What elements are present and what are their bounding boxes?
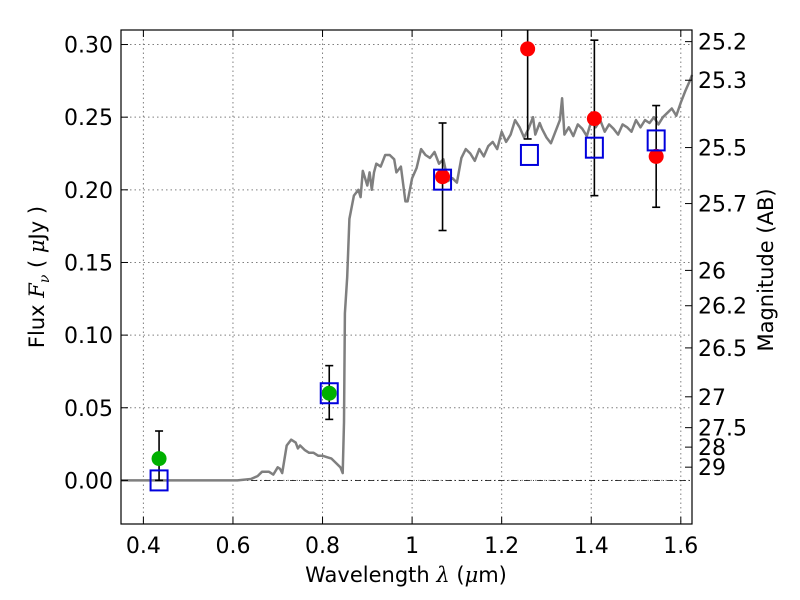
x-tick-label: 0.8 — [305, 534, 340, 559]
y-tick-label: 0.00 — [64, 469, 113, 494]
y2-tick-label: 25.3 — [698, 69, 747, 94]
red-data-point — [648, 148, 664, 164]
green-data-point — [321, 385, 337, 401]
y2-tick-label: 26.5 — [698, 337, 747, 362]
y2-tick-label: 25.5 — [698, 137, 747, 162]
model-square-point — [433, 168, 453, 191]
y-tick-label: 0.25 — [64, 106, 113, 131]
y-tick-label: 0.10 — [64, 324, 113, 349]
y2-axis-title: Magnitude (AB) — [754, 188, 778, 351]
x-tick-label: 1.6 — [663, 534, 698, 559]
model-square-point — [646, 129, 666, 152]
plot-frame — [120, 29, 693, 525]
red-data-point — [520, 41, 536, 57]
y2-tick-label: 26.2 — [698, 295, 747, 320]
red-data-point — [435, 169, 451, 185]
red-data-point — [586, 111, 602, 127]
axis-ticks — [121, 30, 692, 524]
tick-labels: 0.4 0.6 0.8 1 1.2 1.4 1.6 0.00 0.05 0.10 0.15 0.20 0… — [64, 31, 747, 559]
x-tick-label: 1.2 — [484, 534, 519, 559]
x-tick-label: 0.4 — [126, 534, 161, 559]
y-tick-label: 0.05 — [64, 397, 113, 422]
y2-tick-label: 27 — [698, 386, 726, 411]
x-tick-label: 0.6 — [215, 534, 250, 559]
data-markers — [149, 41, 666, 492]
y2-tick-label: 26 — [698, 259, 726, 284]
y2-tick-label: 25.7 — [698, 193, 747, 218]
green-data-point — [151, 451, 167, 467]
model-square-point — [519, 143, 539, 166]
x-tick-label: 1.4 — [574, 534, 609, 559]
y2-tick-label: 25.2 — [698, 31, 747, 56]
y2-tick-label: 29 — [698, 456, 726, 481]
y2-tick-label: 27.5 — [698, 417, 747, 442]
y-tick-label: 0.20 — [64, 179, 113, 204]
y-tick-label: 0.30 — [64, 34, 113, 59]
x-tick-label: 1 — [405, 534, 419, 559]
model-square-point — [149, 469, 169, 492]
model-square-point — [319, 382, 339, 405]
y-tick-label: 0.15 — [64, 251, 113, 276]
y2-tick-label: 28 — [698, 436, 726, 461]
x-axis-title: Wavelength λ (μm) — [305, 563, 507, 587]
model-square-point — [584, 136, 604, 159]
